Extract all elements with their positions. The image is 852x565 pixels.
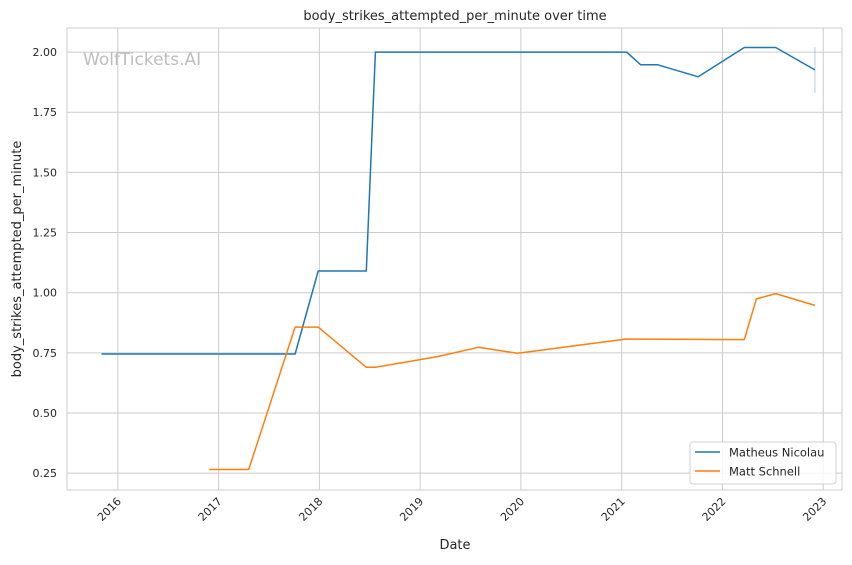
x-tick-label: 2019 bbox=[397, 495, 426, 524]
x-tick-label: 2018 bbox=[296, 495, 325, 524]
x-tick-label: 2023 bbox=[800, 495, 829, 524]
legend: Matheus Nicolau Matt Schnell bbox=[690, 442, 836, 484]
y-tick-label: 1.00 bbox=[33, 287, 58, 300]
y-tick-label: 0.50 bbox=[33, 407, 58, 420]
series-layer bbox=[102, 47, 815, 469]
x-axis-label: Date bbox=[439, 538, 470, 553]
legend-label-matheus-nicolau: Matheus Nicolau bbox=[729, 446, 824, 460]
series-line-matheus-nicolau bbox=[102, 48, 815, 355]
y-tick-label: 1.25 bbox=[33, 227, 58, 240]
y-tick-label: 1.50 bbox=[33, 166, 58, 179]
y-axis-label: body_strikes_attempted_per_minute bbox=[10, 141, 25, 378]
x-tick-label: 2021 bbox=[599, 495, 628, 524]
y-tick-label: 0.75 bbox=[33, 347, 58, 360]
x-tick-label: 2016 bbox=[95, 495, 124, 524]
y-tick-labels: 0.25 0.50 0.75 1.00 1.25 1.50 1.75 2.00 bbox=[33, 46, 58, 480]
grid bbox=[67, 28, 842, 490]
plot-frame bbox=[67, 28, 842, 490]
x-tick-labels: 2016 2017 2018 2019 2020 2021 2022 2023 bbox=[95, 495, 829, 524]
x-tick-label: 2017 bbox=[196, 495, 225, 524]
legend-label-matt-schnell: Matt Schnell bbox=[729, 465, 800, 479]
watermark: WolfTickets.AI bbox=[83, 50, 201, 70]
y-tick-label: 2.00 bbox=[33, 46, 58, 59]
chart-title: body_strikes_attempted_per_minute over t… bbox=[303, 9, 606, 24]
x-tick-label: 2020 bbox=[498, 495, 527, 524]
y-tick-label: 0.25 bbox=[33, 467, 58, 480]
y-tick-label: 1.75 bbox=[33, 106, 58, 119]
x-tick-label: 2022 bbox=[700, 495, 729, 524]
